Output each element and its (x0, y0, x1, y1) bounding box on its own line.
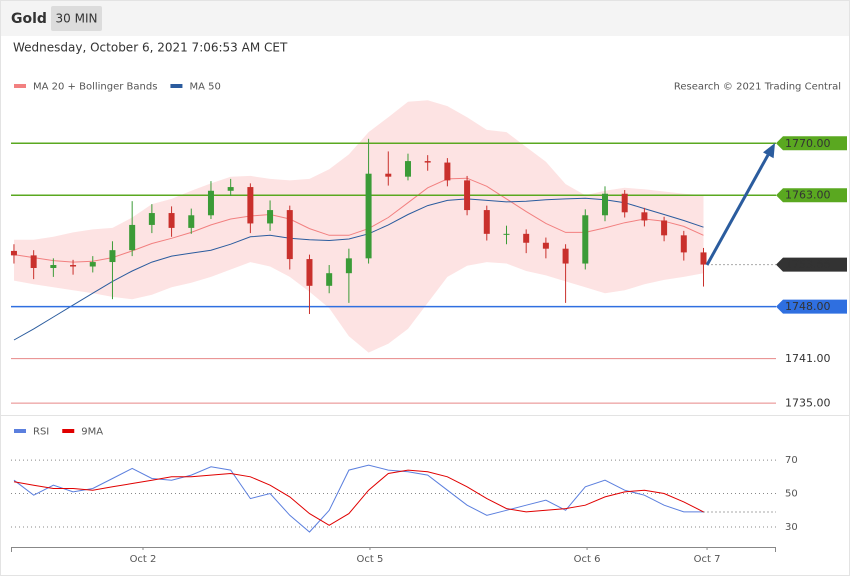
y-tick-label: 50 (785, 489, 798, 500)
forecast-arrow-head (763, 143, 775, 159)
candle-body (50, 265, 57, 268)
candle-body (523, 233, 530, 243)
last-price-tag (776, 257, 847, 272)
x-tick-label: Oct 5 (357, 554, 384, 565)
candle-body (661, 220, 668, 236)
candle-body (129, 224, 136, 251)
title: Gold (11, 11, 47, 27)
level-label: 1763.00 (785, 189, 831, 202)
y-tick-label: 70 (785, 455, 798, 466)
candle-body (700, 252, 707, 265)
source-note: Research © 2021 Trading Central (674, 82, 841, 93)
candle-body (404, 161, 411, 177)
plot: MA 20 + Bollinger Bands MA 50 Research © 2… (10, 82, 847, 565)
x-tick-label: Oct 2 (130, 554, 157, 565)
candle-body (621, 193, 628, 213)
level-tag (776, 188, 847, 203)
level-label: 1735.00 (785, 397, 831, 410)
legend-swatch (14, 429, 26, 433)
level-label: 1748.00 (785, 300, 831, 313)
candle-body (365, 173, 372, 259)
legend-label: MA 50 (189, 82, 220, 93)
candle-body (326, 273, 333, 286)
candle-body (680, 235, 687, 253)
legend-swatch (62, 429, 75, 433)
candle-body (207, 190, 214, 216)
candle-body (188, 215, 195, 228)
candle-body (464, 180, 471, 211)
timestamp: Wednesday, October 6, 2021 7:06:53 AM CE… (13, 41, 288, 55)
header-bar (1, 1, 849, 36)
candle-body (503, 233, 510, 235)
candle-body (562, 248, 569, 264)
candle-body (70, 265, 77, 267)
interval-label[interactable]: 30 MIN (56, 12, 98, 26)
legend-label: 9MA (81, 427, 103, 438)
y-tick-label: 30 (785, 522, 798, 533)
forecast-arrow (705, 154, 770, 266)
candle-body (10, 250, 17, 256)
candle-body (267, 210, 274, 224)
level-tag (776, 136, 847, 151)
level-label: 1770.00 (785, 137, 831, 150)
candle-body (168, 213, 175, 228)
moving-average (13, 197, 704, 341)
legend-label: MA 20 + Bollinger Bands (33, 82, 157, 93)
bollinger-band (14, 100, 704, 353)
interval-button[interactable] (51, 6, 102, 31)
candle-body (286, 210, 293, 260)
candle-body (89, 262, 96, 267)
candle-body (30, 255, 37, 268)
candle-body (345, 258, 352, 274)
candle-body (424, 161, 431, 163)
candle-body (148, 213, 155, 225)
candle-body (444, 162, 451, 181)
x-tick-label: Oct 6 (574, 554, 601, 565)
moving-average (13, 177, 704, 263)
level-tag (776, 299, 847, 314)
candle-body (582, 215, 589, 264)
candle-body (247, 187, 254, 224)
candle-body (601, 193, 608, 216)
candle-body (109, 250, 116, 263)
legend-swatch (170, 84, 183, 88)
last-price-label: 1753.66 (785, 258, 831, 271)
candle-body (306, 259, 313, 286)
candle-body (483, 210, 490, 234)
legend-label: RSI (33, 427, 49, 438)
x-tick-label: Oct 7 (694, 554, 721, 565)
candle-body (385, 173, 392, 177)
rsi-line (13, 464, 704, 533)
level-label: 1741.00 (785, 352, 831, 365)
legend-swatch (14, 84, 26, 88)
rsi-line (13, 469, 704, 526)
candle-body (641, 212, 648, 221)
candle-body (227, 187, 234, 191)
candle-body (542, 242, 549, 249)
